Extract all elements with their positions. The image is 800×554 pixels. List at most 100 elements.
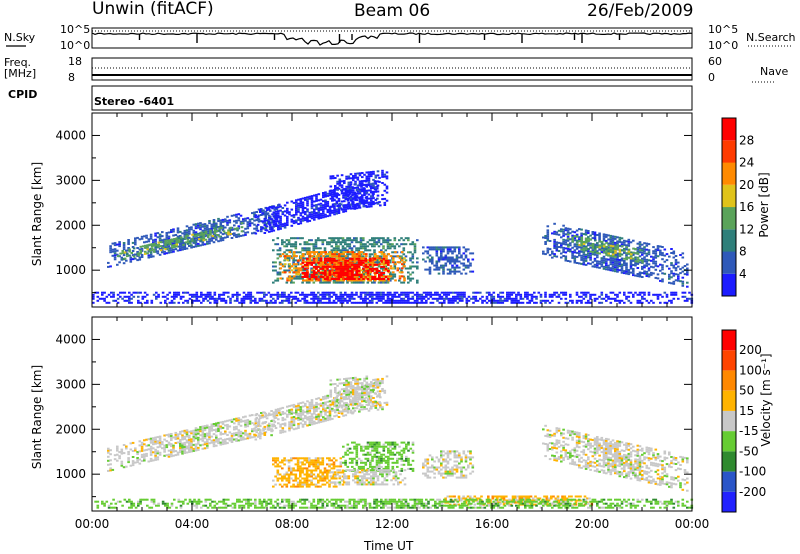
power-data-cell [659, 245, 662, 248]
power-data-cell [607, 250, 611, 253]
power-data-cell [469, 270, 472, 273]
power-data-cell [582, 259, 586, 262]
velocity-data-cell [156, 450, 160, 453]
power-data-cell [348, 299, 352, 302]
velocity-data-cell [183, 429, 187, 432]
power-data-cell [569, 250, 572, 253]
power-data-cell [153, 250, 156, 253]
power-data-cell [351, 261, 354, 264]
power-data-cell [331, 205, 335, 208]
power-data-cell [204, 238, 208, 241]
power-data-cell [665, 253, 669, 256]
velocity-data-cell [167, 433, 171, 436]
power-data-cell [362, 278, 365, 280]
velocity-data-cell [188, 451, 191, 453]
power-data-cell [670, 301, 673, 304]
power-data-cell [222, 299, 226, 302]
power-data-cell [221, 233, 225, 236]
power-data-cell [437, 256, 441, 259]
power-data-cell [389, 271, 392, 274]
power-data-cell [322, 273, 325, 276]
power-data-cell [219, 221, 223, 224]
power-data-cell [609, 257, 613, 260]
power-data-cell [336, 188, 339, 191]
power-data-cell [455, 254, 459, 257]
power-data-cell [355, 237, 358, 240]
power-data-cell [306, 267, 310, 270]
power-data-cell [337, 274, 341, 276]
power-data-cell [614, 297, 617, 300]
power-data-cell [287, 301, 291, 304]
power-data-cell [317, 213, 321, 216]
power-data-cell [652, 260, 655, 263]
power-data-cell [449, 291, 453, 294]
power-data-cell [607, 244, 611, 247]
power-data-cell [629, 261, 633, 264]
power-data-cell [274, 269, 277, 272]
power-data-cell [625, 264, 628, 267]
velocity-data-cell [179, 449, 182, 452]
power-data-cell [181, 232, 184, 235]
power-data-cell [206, 291, 210, 294]
power-data-cell [146, 248, 149, 251]
power-data-cell [433, 264, 436, 267]
power-data-cell [366, 261, 370, 264]
power-data-cell [582, 257, 586, 260]
power-colorbar-segment [722, 140, 736, 163]
power-data-cell [378, 274, 381, 276]
velocity-data-cell [179, 430, 182, 433]
power-data-cell [481, 299, 484, 302]
velocity-data-cell [235, 440, 238, 442]
power-data-cell [398, 271, 402, 274]
power-data-cell [557, 229, 561, 232]
power-data-cell [128, 295, 131, 298]
power-data-cell [202, 233, 206, 236]
power-data-cell [347, 197, 351, 200]
power-data-cell [665, 301, 669, 304]
power-data-cell [154, 232, 157, 235]
power-data-cell [344, 196, 348, 199]
power-data-cell [358, 180, 362, 183]
power-data-cell [375, 267, 379, 270]
power-data-cell [623, 293, 626, 296]
power-data-cell [128, 301, 131, 304]
power-data-cell [328, 297, 331, 300]
power-data-cell [393, 265, 397, 268]
power-data-cell [301, 297, 304, 300]
power-data-cell [623, 291, 626, 294]
power-data-cell [342, 267, 345, 270]
power-data-cell [306, 204, 309, 207]
power-data-cell [555, 243, 559, 246]
power-data-cell [270, 230, 273, 233]
power-data-cell [195, 293, 199, 296]
velocity-data-cell [174, 436, 178, 438]
power-data-cell [150, 245, 154, 248]
velocity-data-cell [201, 427, 205, 430]
power-data-cell [303, 276, 307, 278]
power-data-cell [342, 257, 345, 260]
power-data-cell [614, 249, 617, 252]
power-data-cell [555, 291, 559, 294]
power-data-cell [263, 293, 266, 296]
power-data-cell [277, 210, 280, 213]
power-data-cell [359, 241, 363, 244]
power-data-cell [409, 273, 412, 276]
power-data-cell [226, 215, 229, 218]
power-data-cell [413, 265, 417, 268]
velocity-data-cell [233, 434, 236, 437]
velocity-data-cell [228, 431, 232, 434]
power-data-cell [105, 295, 109, 298]
power-data-cell [593, 265, 597, 268]
power-data-cell [126, 253, 129, 255]
power-data-cell [611, 261, 615, 264]
power-data-cell [139, 245, 143, 248]
power-data-cell [380, 267, 383, 270]
velocity-data-cell [233, 426, 236, 429]
power-data-cell [183, 246, 187, 248]
power-data-cell [645, 244, 649, 247]
power-data-cell [340, 174, 344, 177]
velocity-data-cell [188, 430, 191, 433]
velocity-data-cell [215, 422, 218, 425]
power-data-cell [433, 268, 436, 271]
power-data-cell [474, 297, 478, 300]
